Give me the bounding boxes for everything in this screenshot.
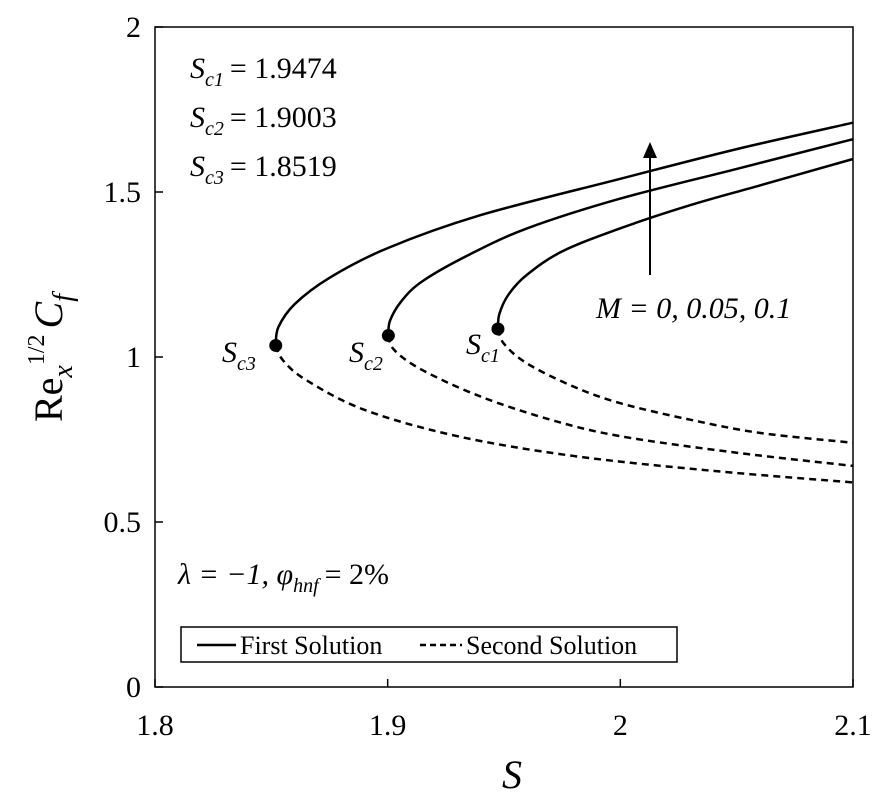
arrow-label: M = 0, 0.05, 0.1	[595, 292, 791, 325]
y-axis-title: Rex1/2 Cf	[24, 291, 79, 422]
x-tick-label: 1.8	[136, 709, 174, 742]
y-axis-title-base: Re	[26, 378, 71, 422]
legend: First Solution Second Solution	[180, 626, 678, 663]
critical-values-annotation: Sc1 = 1.9474 Sc2 = 1.9003 Sc3 = 1.8519	[190, 52, 337, 189]
trend-arrow-head	[643, 142, 657, 158]
legend-label-first: First Solution	[240, 631, 382, 660]
series-line-second-1	[496, 328, 854, 445]
x-tick-label: 1.9	[369, 709, 407, 742]
y-axis-title-sup: 1/2	[24, 334, 50, 365]
critical-point-marker-3	[269, 338, 283, 352]
series-line-second-2	[387, 335, 854, 468]
critical-value-2: Sc2 = 1.9003	[190, 101, 337, 140]
svg-text:Rex1/2Cf: Rex1/2 Cf	[24, 291, 79, 422]
series-line-first-2	[387, 137, 854, 336]
y-tick-label: 1	[126, 341, 141, 374]
parameter-annotation: λ = −1, φhnf = 2%	[177, 558, 389, 597]
y-axis-title-tail: C	[26, 300, 71, 328]
critical-point-marker-2	[381, 329, 395, 343]
series-line-first-1	[496, 157, 854, 330]
critical-value-3: Sc3 = 1.8519	[190, 150, 337, 189]
y-axis-title-tail-sub: f	[48, 291, 79, 302]
marker-layer	[269, 322, 505, 352]
y-tick-label: 1.5	[104, 176, 142, 209]
x-tick-label: 2	[613, 709, 628, 742]
y-axis-title-sub: x	[48, 365, 79, 379]
point-label-sc2: Sc2	[349, 336, 383, 375]
x-axis-title: S	[502, 752, 522, 796]
series-layer	[274, 121, 854, 484]
critical-point-marker-1	[491, 322, 505, 336]
critical-value-1: Sc1 = 1.9474	[190, 52, 337, 91]
y-tick-label: 2	[126, 11, 141, 44]
series-line-second-3	[274, 344, 854, 484]
x-tick-label: 2.1	[834, 709, 872, 742]
legend-label-second: Second Solution	[466, 631, 637, 660]
y-tick-label: 0	[126, 671, 141, 704]
ticks-layer: 1.8 1.9 2 2.1 0 0.5 1 1.5 2	[104, 11, 872, 742]
y-tick-label: 0.5	[104, 506, 142, 539]
point-label-sc1: Sc1	[466, 328, 500, 367]
series-line-first-3	[274, 121, 854, 346]
point-label-sc3: Sc3	[222, 336, 256, 375]
legend-box	[180, 626, 678, 663]
